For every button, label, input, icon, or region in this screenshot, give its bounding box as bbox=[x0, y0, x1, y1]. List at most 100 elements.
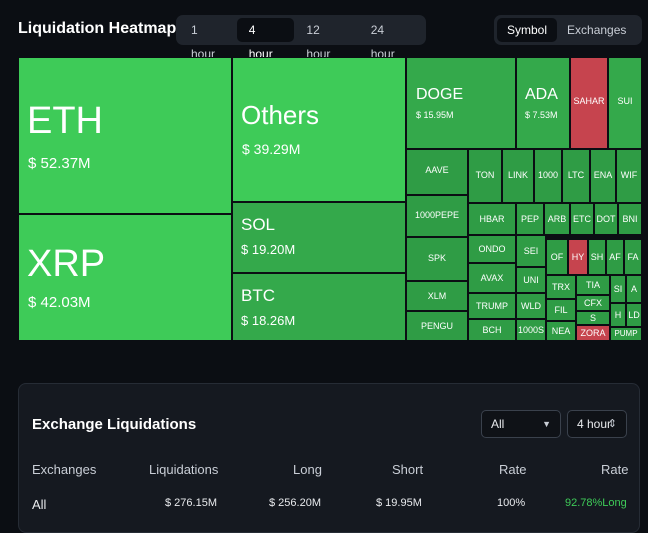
heatmap-cell-s[interactable]: S bbox=[576, 311, 610, 325]
heatmap-cell-others[interactable]: Others $ 39.29M bbox=[232, 57, 406, 202]
heatmap-cell-fil[interactable]: FIL bbox=[546, 299, 576, 321]
timeframe-selector: 1 hour 4 hour 12 hour 24 hour bbox=[176, 15, 426, 61]
timeframe-4h-button[interactable]: 4 hour bbox=[236, 18, 295, 61]
cell-symbol: SI bbox=[613, 284, 623, 294]
timeframe-1h-button[interactable]: 1 hour bbox=[191, 23, 216, 61]
heatmap-cell-trump[interactable]: TRUMP bbox=[468, 293, 516, 319]
heatmap-cell-dot[interactable]: DOT bbox=[594, 203, 618, 235]
heatmap-cell-ondo[interactable]: ONDO bbox=[468, 235, 516, 263]
heatmap-cell-doge[interactable]: DOGE $ 15.95M bbox=[406, 57, 516, 149]
page-title: Liquidation Heatmap bbox=[18, 20, 177, 37]
cell-symbol: WLD bbox=[521, 301, 541, 311]
heatmap-cell-ld[interactable]: LD bbox=[626, 303, 642, 327]
exchange-liquidations-panel: Exchange Liquidations All ▼ 4 hour ⇕ Exc… bbox=[18, 383, 640, 533]
heatmap-cell-a[interactable]: A bbox=[626, 275, 642, 303]
heatmap-cell-ltc[interactable]: LTC bbox=[562, 149, 590, 203]
heatmap-cell-bni[interactable]: BNI bbox=[618, 203, 642, 235]
heatmap-cell-pengu[interactable]: PENGU bbox=[406, 311, 468, 341]
heatmap-cell-1000pepe[interactable]: 1000PEPE bbox=[406, 195, 468, 237]
symbol-toggle-button[interactable]: Symbol bbox=[497, 18, 558, 42]
cell-symbol: AAVE bbox=[425, 165, 449, 175]
liquidation-heatmap: ETH $ 52.37M XRP $ 42.03M Others $ 39.29… bbox=[18, 57, 642, 341]
cell-symbol: UNI bbox=[523, 275, 539, 285]
heatmap-cell-link[interactable]: LINK bbox=[502, 149, 534, 203]
cell-symbol: SPK bbox=[427, 253, 446, 263]
cell-symbol: H bbox=[614, 310, 622, 320]
exchange-filter-value: All bbox=[491, 417, 505, 431]
cell-symbol: 1000S bbox=[517, 325, 545, 335]
cell-symbol: TIA bbox=[585, 280, 600, 290]
cell-symbol: LTC bbox=[567, 170, 585, 180]
heatmap-cell-xlm[interactable]: XLM bbox=[406, 281, 468, 311]
cell-symbol: BTC bbox=[241, 286, 275, 305]
cell-symbol: Others bbox=[241, 100, 320, 130]
heatmap-cell-si[interactable]: SI bbox=[610, 275, 626, 303]
heatmap-cell-sei[interactable]: SEI bbox=[516, 235, 546, 267]
heatmap-cell-hy[interactable]: HY bbox=[568, 239, 588, 275]
heatmap-cell-nea[interactable]: NEA bbox=[546, 321, 576, 341]
heatmap-cell-ton[interactable]: TON bbox=[468, 149, 502, 203]
cell-value: $ 39.29M bbox=[242, 141, 301, 157]
heatmap-cell-uni[interactable]: UNI bbox=[516, 267, 546, 293]
heatmap-cell-1000s[interactable]: 1000S bbox=[516, 319, 546, 341]
heatmap-cell-hbar[interactable]: HBAR bbox=[468, 203, 516, 235]
timeframe-24h-button[interactable]: 24 hour bbox=[370, 23, 395, 61]
heatmap-cell-pump[interactable]: PUMP bbox=[610, 327, 642, 341]
cell-symbol: LINK bbox=[507, 170, 528, 180]
cell-symbol: 1000 bbox=[537, 170, 559, 180]
panel-title: Exchange Liquidations bbox=[32, 416, 197, 433]
heatmap-cell-h[interactable]: H bbox=[610, 303, 626, 327]
cell-symbol: FA bbox=[627, 252, 639, 262]
panel-timeframe-select[interactable]: 4 hour ⇕ bbox=[567, 410, 627, 438]
cell-symbol: PENGU bbox=[420, 321, 453, 331]
heatmap-cell-cfx[interactable]: CFX bbox=[576, 295, 610, 311]
heatmap-cell-btc[interactable]: BTC $ 18.26M bbox=[232, 273, 406, 341]
heatmap-cell-bch[interactable]: BCH bbox=[468, 319, 516, 341]
heatmap-cell-avax[interactable]: AVAX bbox=[468, 263, 516, 293]
cell-symbol: SH bbox=[590, 252, 604, 262]
cell-symbol: S bbox=[589, 313, 596, 323]
heatmap-cell-etc[interactable]: ETC bbox=[570, 203, 594, 235]
column-header-short: Short bbox=[392, 462, 424, 477]
chevron-down-icon: ▼ bbox=[542, 419, 551, 429]
cell-symbol: ETC bbox=[573, 214, 591, 224]
cell-value: $ 15.95M bbox=[416, 110, 454, 120]
heatmap-cell-aave[interactable]: AAVE bbox=[406, 149, 468, 195]
cell-symbol: XRP bbox=[27, 243, 106, 285]
heatmap-cell-zora[interactable]: ZORA bbox=[576, 325, 610, 341]
up-down-chevron-icon: ⇕ bbox=[607, 418, 617, 430]
heatmap-cell-arb[interactable]: ARB bbox=[544, 203, 570, 235]
heatmap-cell-sui[interactable]: SUI bbox=[608, 57, 642, 149]
heatmap-cell-sahara[interactable]: SAHAR bbox=[570, 57, 608, 149]
exchange-filter-select[interactable]: All ▼ bbox=[481, 410, 561, 438]
cell-symbol: ZORA bbox=[580, 328, 606, 338]
view-toggle: Symbol Exchanges bbox=[494, 15, 642, 45]
heatmap-cell-trx[interactable]: TRX bbox=[546, 275, 576, 299]
cell-symbol: ONDO bbox=[478, 244, 506, 254]
timeframe-12h-button[interactable]: 12 hour bbox=[306, 23, 331, 61]
heatmap-cell-wld[interactable]: WLD bbox=[516, 293, 546, 319]
heatmap-cell-tia[interactable]: TIA bbox=[576, 275, 610, 295]
cell-symbol: HBAR bbox=[479, 214, 505, 224]
heatmap-cell-ada[interactable]: ADA $ 7.53M bbox=[516, 57, 570, 149]
heatmap-cell-1000[interactable]: 1000 bbox=[534, 149, 562, 203]
heatmap-cell-fa[interactable]: FA bbox=[624, 239, 642, 275]
panel-timeframe-value: 4 hour bbox=[577, 417, 612, 431]
column-header-exchanges: Exchanges bbox=[32, 462, 97, 477]
heatmap-cell-spk[interactable]: SPK bbox=[406, 237, 468, 281]
heatmap-cell-af[interactable]: AF bbox=[606, 239, 624, 275]
cell-symbol: ETH bbox=[27, 100, 103, 142]
exchanges-toggle-button[interactable]: Exchanges bbox=[567, 23, 627, 37]
cell-symbol: TRUMP bbox=[476, 301, 508, 311]
heatmap-cell-wif[interactable]: WIF bbox=[616, 149, 642, 203]
heatmap-cell-xrp[interactable]: XRP $ 42.03M bbox=[18, 214, 232, 341]
cell-symbol: DOT bbox=[596, 214, 616, 224]
cell-value: $ 19.20M bbox=[241, 242, 296, 257]
heatmap-cell-of[interactable]: OF bbox=[546, 239, 568, 275]
heatmap-cell-eth[interactable]: ETH $ 52.37M bbox=[18, 57, 232, 214]
heatmap-cell-sh[interactable]: SH bbox=[588, 239, 606, 275]
column-header-rate: Rate bbox=[499, 462, 527, 477]
heatmap-cell-ena[interactable]: ENA bbox=[590, 149, 616, 203]
heatmap-cell-sol[interactable]: SOL $ 19.20M bbox=[232, 202, 406, 273]
heatmap-cell-pep[interactable]: PEP bbox=[516, 203, 544, 235]
